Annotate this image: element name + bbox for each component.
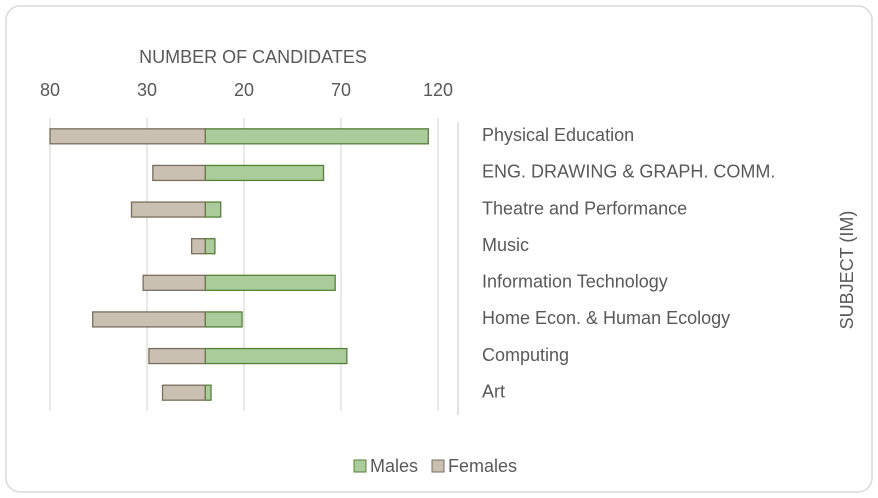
bar [49,128,206,145]
y-axis-title: SUBJECT (IM) [837,211,857,330]
y-tick-label: Physical Education [482,125,634,145]
bar [204,238,216,255]
x-tick-label: 70 [331,80,351,100]
bar [130,201,206,218]
bar [152,164,206,182]
bar [204,311,243,328]
bar [204,164,325,182]
x-tick-label: 30 [137,80,157,100]
y-tick-label: Theatre and Performance [482,198,687,218]
bar [92,311,206,328]
bar [204,201,222,218]
y-tick-label: Art [482,381,505,401]
legend-swatch [353,459,367,473]
bar [190,238,206,255]
y-tick-label: Computing [482,345,569,365]
legend-swatch [431,459,445,473]
y-tick-label: Home Econ. & Human Ecology [482,308,730,328]
bar [142,274,206,291]
bar [161,384,206,401]
bar [148,347,206,365]
chart-frame [5,5,873,493]
y-tick-label: ENG. DRAWING & GRAPH. COMM. [482,162,775,182]
x-tick-label: 80 [40,80,60,100]
y-tick-label: Music [482,235,529,255]
legend-label: Males [370,456,418,476]
bar [204,384,212,401]
x-tick-label: 20 [234,80,254,100]
bar [204,347,348,365]
bar [204,274,336,291]
y-tick-label: Information Technology [482,272,668,292]
x-tick-label: 120 [423,80,453,100]
x-axis-title: NUMBER OF CANDIDATES [139,47,367,67]
bar [204,128,429,145]
legend-label: Females [448,456,517,476]
